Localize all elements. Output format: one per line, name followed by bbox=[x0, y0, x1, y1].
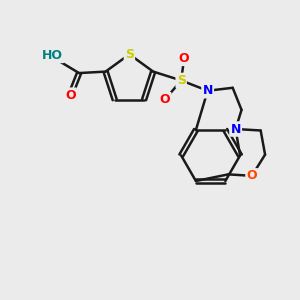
Text: O: O bbox=[247, 169, 257, 182]
Text: S: S bbox=[177, 74, 186, 87]
Text: N: N bbox=[230, 122, 241, 136]
Text: S: S bbox=[125, 48, 134, 61]
Text: O: O bbox=[65, 89, 76, 102]
Text: HO: HO bbox=[42, 49, 63, 62]
Text: O: O bbox=[160, 93, 170, 106]
Text: O: O bbox=[179, 52, 189, 65]
Text: N: N bbox=[202, 84, 213, 97]
